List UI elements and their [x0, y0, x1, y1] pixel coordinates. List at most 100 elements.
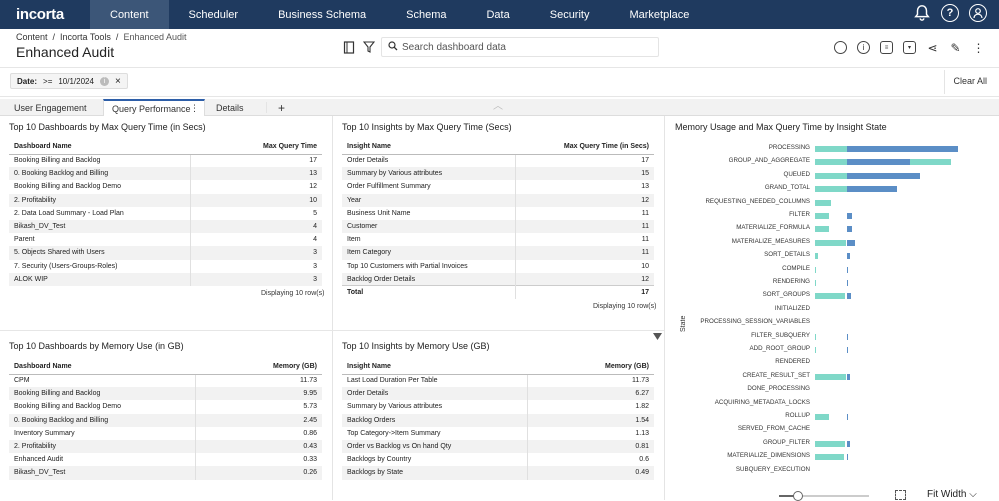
chart-bar-series-1[interactable] — [847, 373, 850, 380]
chart-bar-series-1[interactable] — [847, 213, 853, 219]
presentation-icon[interactable]: ▾ — [903, 41, 916, 54]
table-row[interactable]: Order vs Backlog vs On hand Qty 0.81 — [342, 439, 654, 454]
table-row[interactable]: Booking Billing and Backlog 9.95 — [9, 387, 322, 401]
more-vertical-icon[interactable]: ⋮ — [972, 40, 985, 55]
breadcrumb-incorta-tools[interactable]: Incorta Tools — [60, 32, 111, 42]
table-row[interactable]: Bikash_DV_Test 0.26 — [9, 466, 322, 480]
info-icon[interactable]: i — [857, 41, 870, 54]
nav-business-schema[interactable]: Business Schema — [278, 8, 367, 21]
chart-bar-series-1[interactable] — [847, 293, 852, 300]
chart-bar-series-2[interactable] — [815, 199, 832, 206]
nav-content[interactable]: Content — [90, 0, 169, 29]
chart-bar-series-2[interactable] — [815, 266, 817, 273]
nav-security[interactable]: Security — [549, 8, 590, 21]
table-row[interactable]: Top Category->Item Summary 1.13 — [342, 426, 654, 440]
chart-bar-series-2[interactable] — [815, 280, 817, 286]
col-dashboard-name[interactable]: Dashboard Name — [9, 139, 190, 155]
edit-pencil-icon[interactable]: ✎ — [950, 40, 961, 55]
tab-details[interactable]: Details — [216, 102, 244, 113]
chart-bar-series-1[interactable] — [847, 159, 911, 166]
search-input[interactable]: Search dashboard data — [381, 37, 659, 57]
table-row[interactable]: Customer 11 — [342, 219, 654, 234]
chart-bar-series-2[interactable] — [815, 454, 844, 461]
nav-scheduler[interactable]: Scheduler — [188, 8, 239, 21]
chart-bar-series-2[interactable] — [815, 253, 818, 260]
col-max-query-time[interactable]: Max Query Time — [190, 139, 322, 155]
table-row[interactable]: Backlogs by State 0.49 — [342, 466, 654, 480]
date-filter-chip[interactable]: Date: >= 10/1/2024 i × — [10, 73, 128, 89]
chart-bar-series-1[interactable] — [847, 266, 849, 273]
table-row[interactable]: Order Fulfillment Summary 13 — [342, 180, 654, 194]
table-row[interactable]: Bikash_DV_Test 4 — [9, 219, 322, 234]
table-row[interactable]: ALOK WIP 3 — [9, 272, 322, 286]
bell-icon[interactable] — [913, 4, 931, 22]
chart-bar-series-1[interactable] — [847, 280, 849, 286]
col-dashboard-name-mem[interactable]: Dashboard Name — [9, 359, 195, 375]
nav-data[interactable]: Data — [486, 8, 510, 21]
col-memory-gb[interactable]: Memory (GB) — [195, 359, 322, 375]
chart-bar-series-2[interactable] — [815, 333, 817, 340]
table-row[interactable]: 5. Objects Shared with Users 3 — [9, 246, 322, 260]
chart-bar-series-1[interactable] — [847, 333, 849, 340]
chart-bar-series-1[interactable] — [847, 253, 850, 260]
comment-icon[interactable] — [834, 41, 847, 54]
table-row[interactable]: Year 12 — [342, 193, 654, 207]
table-row[interactable]: Item Category 11 — [342, 246, 654, 260]
table-row[interactable]: 2. Data Load Summary - Load Plan 5 — [9, 206, 322, 220]
panel-dropdown-icon[interactable] — [653, 333, 662, 340]
collapse-chevron-up-icon[interactable]: ︿ — [493, 101, 503, 112]
tab-query-performance[interactable]: Query Performance ⋮ — [103, 99, 205, 116]
table-row[interactable]: Last Load Duration Per Table 11.73 — [342, 374, 654, 388]
share-icon[interactable]: ⋖ — [927, 40, 938, 55]
chart-bar-series-2[interactable] — [815, 186, 856, 193]
fit-width-dropdown[interactable]: Fit Width ⌵ — [927, 489, 977, 500]
chart-bar-series-1[interactable] — [847, 454, 849, 461]
table-row[interactable]: Order Details 6.27 — [342, 387, 654, 401]
chart-bar-series-1[interactable] — [847, 347, 849, 353]
table-row[interactable]: Inventory Summary 0.86 — [9, 426, 322, 440]
breadcrumb-content[interactable]: Content — [16, 32, 48, 42]
table-row[interactable]: Backlog Order Details 12 — [342, 272, 654, 286]
chart-bar-series-1[interactable] — [847, 239, 856, 246]
table-row[interactable]: 0. Booking Backlog and Billing 2.45 — [9, 413, 322, 427]
tab-user-engagement[interactable]: User Engagement — [14, 102, 87, 113]
filter-info-icon[interactable]: i — [99, 76, 109, 86]
chart-bar-series-1[interactable] — [847, 226, 853, 233]
chart-bar-series-1[interactable] — [847, 186, 897, 193]
tab-more-icon[interactable]: ⋮ — [190, 103, 199, 113]
col-insight-name[interactable]: Insight Name — [342, 139, 515, 155]
nav-marketplace[interactable]: Marketplace — [629, 8, 690, 21]
table-row[interactable]: Business Unit Name 11 — [342, 206, 654, 220]
chart-bar-series-2[interactable] — [815, 239, 847, 246]
table-row[interactable]: Booking Billing and Backlog Demo 5.73 — [9, 400, 322, 414]
table-row[interactable]: 7. Security (Users-Groups-Roles) 3 — [9, 259, 322, 273]
table-row[interactable]: Summary by Various attributes 1.82 — [342, 400, 654, 414]
table-row[interactable]: 0. Booking Backlog and Billing 13 — [9, 167, 322, 181]
col-memory-gb-insight[interactable]: Memory (GB) — [527, 359, 654, 375]
table-row[interactable]: Booking Billing and Backlog 17 — [9, 154, 322, 168]
table-row[interactable]: Item 11 — [342, 233, 654, 247]
user-avatar-icon[interactable] — [969, 4, 987, 22]
chart-bar-series-1[interactable] — [847, 440, 850, 447]
chart-bar-series-2[interactable] — [815, 414, 829, 420]
incorta-logo[interactable]: incorta — [16, 6, 64, 23]
table-row[interactable]: Enhanced Audit 0.33 — [9, 453, 322, 467]
table-row[interactable]: Summary by Various attributes 15 — [342, 167, 654, 181]
table-row[interactable]: Parent 4 — [9, 233, 322, 247]
chart-bar-series-1[interactable] — [847, 172, 920, 179]
help-icon[interactable]: ? — [941, 4, 959, 22]
chart-bar-series-2[interactable] — [815, 440, 845, 447]
chart-bar-series-1[interactable] — [847, 414, 849, 420]
chart-bar-series-1[interactable] — [847, 146, 959, 152]
table-row[interactable]: Backlogs by Country 0.6 — [342, 453, 654, 467]
chart-bar-series-2[interactable] — [815, 373, 847, 380]
filter-icon[interactable] — [363, 41, 375, 53]
col-max-query-time-secs[interactable]: Max Query Time (in Secs) — [515, 139, 654, 155]
table-row[interactable]: Order Details 17 — [342, 154, 654, 168]
chart-bar-series-2[interactable] — [815, 213, 829, 219]
col-insight-name-mem[interactable]: Insight Name — [342, 359, 527, 375]
filter-remove-icon[interactable]: × — [114, 75, 121, 87]
nav-schema[interactable]: Schema — [406, 8, 447, 21]
table-row[interactable]: Booking Billing and Backlog Demo 12 — [9, 180, 322, 194]
chart-bar-series-2[interactable] — [815, 226, 829, 233]
